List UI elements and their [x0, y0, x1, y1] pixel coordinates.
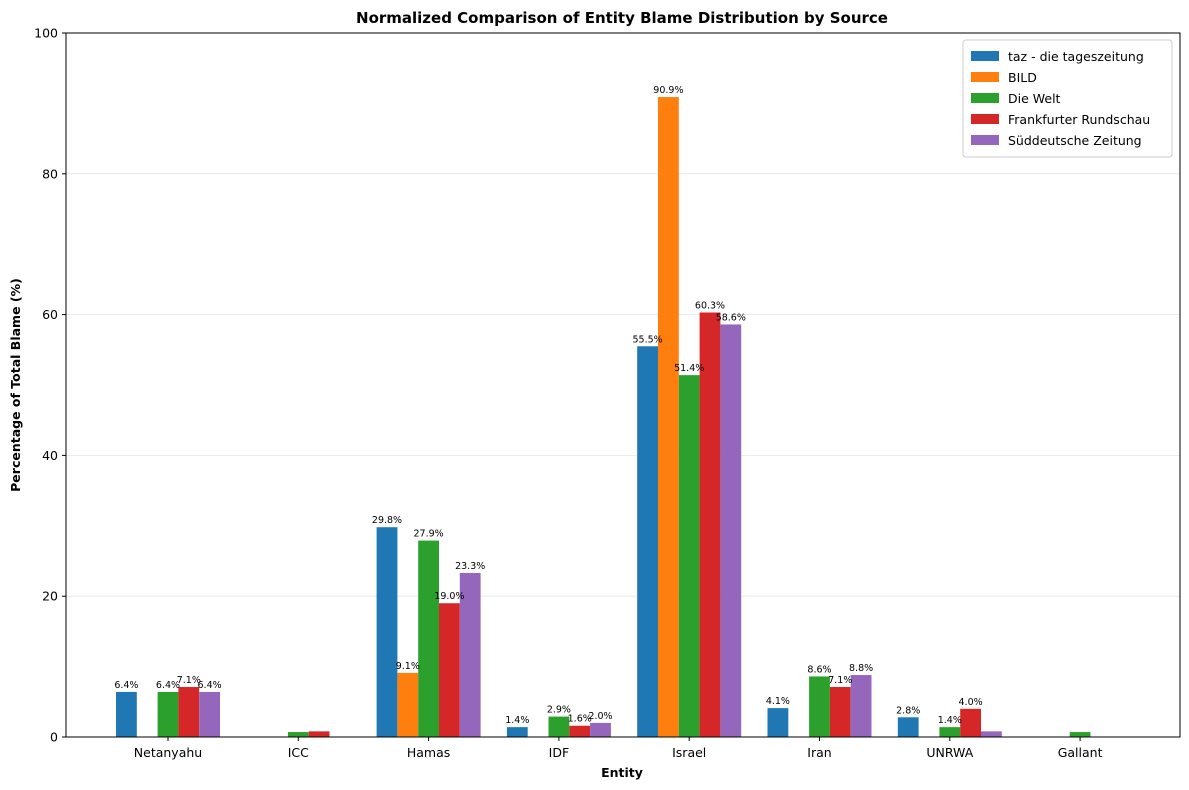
bar-frankfurter-rundschau-idf: [569, 725, 591, 737]
bar-taz-die-tageszeitung-idf: [506, 727, 528, 737]
legend-swatch-suddeutsche-zeitung: [971, 135, 999, 145]
bar-suddeutsche-zeitung-unrwa: [981, 731, 1002, 737]
bar-bild-hamas: [397, 672, 419, 737]
bar-suddeutsche-zeitung-idf: [590, 722, 611, 737]
bar-label-taz-die-tageszeitung-iran: 4.1%: [766, 696, 790, 707]
x-tick-label-icc: ICC: [288, 745, 309, 760]
bar-die-welt-iran: [809, 676, 830, 737]
legend-swatch-bild: [971, 72, 999, 82]
bar-label-suddeutsche-zeitung-israel: 58.6%: [716, 312, 746, 323]
bar-suddeutsche-zeitung-israel: [720, 324, 742, 737]
bar-die-welt-idf: [548, 716, 570, 737]
y-tick-label: 60: [42, 307, 58, 322]
bar-die-welt-netanyahu: [157, 691, 179, 737]
bar-die-welt-hamas: [418, 540, 439, 737]
bar-label-suddeutsche-zeitung-hamas: 23.3%: [455, 561, 485, 572]
bar-label-suddeutsche-zeitung-iran: 8.8%: [849, 663, 873, 674]
legend-label-bild: BILD: [1008, 70, 1037, 85]
bar-frankfurter-rundschau-netanyahu: [178, 687, 200, 737]
bar-label-bild-hamas: 9.1%: [396, 661, 420, 672]
bar-frankfurter-rundschau-iran: [829, 687, 851, 737]
bar-label-die-welt-israel: 51.4%: [674, 363, 704, 374]
bar-die-welt-unrwa: [939, 727, 961, 737]
bar-label-frankfurter-rundschau-israel: 60.3%: [695, 300, 725, 311]
y-tick-label: 40: [42, 448, 58, 463]
bar-taz-die-tageszeitung-unrwa: [897, 717, 919, 737]
bar-label-frankfurter-rundschau-hamas: 19.0%: [434, 591, 464, 602]
bar-bild-israel: [658, 97, 679, 737]
bar-suddeutsche-zeitung-netanyahu: [199, 691, 220, 737]
bar-label-die-welt-netanyahu: 6.4%: [156, 680, 180, 691]
x-tick-label-idf: IDF: [549, 745, 570, 760]
bar-label-taz-die-tageszeitung-idf: 1.4%: [505, 715, 529, 726]
bar-label-die-welt-hamas: 27.9%: [414, 529, 444, 540]
bar-die-welt-gallant: [1069, 732, 1091, 737]
bar-label-frankfurter-rundschau-unrwa: 4.0%: [959, 697, 983, 708]
x-tick-label-israel: Israel: [672, 745, 706, 760]
legend-label-taz-die-tageszeitung: taz - die tageszeitung: [1008, 49, 1144, 64]
legend-swatch-frankfurter-rundschau: [971, 114, 999, 124]
x-tick-label-hamas: Hamas: [407, 745, 450, 760]
legend-swatch-taz-die-tageszeitung: [971, 51, 999, 61]
bar-frankfurter-rundschau-israel: [699, 312, 721, 737]
bar-die-welt-israel: [678, 375, 700, 737]
bar-frankfurter-rundschau-unrwa: [960, 708, 981, 737]
x-tick-label-gallant: Gallant: [1058, 745, 1103, 760]
x-tick-label-unrwa: UNRWA: [926, 745, 973, 760]
bar-taz-die-tageszeitung-hamas: [376, 527, 398, 737]
bar-die-welt-icc: [287, 732, 309, 737]
plot-frame: [65, 32, 1181, 738]
bar-frankfurter-rundschau-hamas: [439, 603, 460, 737]
x-tick-label-iran: Iran: [807, 745, 831, 760]
bar-label-frankfurter-rundschau-idf: 1.6%: [568, 714, 592, 725]
legend-label-frankfurter-rundschau: Frankfurter Rundschau: [1008, 112, 1150, 127]
chart-title: Normalized Comparison of Entity Blame Di…: [356, 9, 888, 27]
bar-label-frankfurter-rundschau-iran: 7.1%: [828, 675, 852, 686]
bars: [116, 97, 1091, 737]
bar-taz-die-tageszeitung-netanyahu: [116, 691, 137, 737]
bar-value-labels: 6.4% 29.8% 1.4% 55.5% 4.1% 2.8% 9.1% 90.9% 6.4% 2…: [114, 85, 982, 726]
bar-label-taz-die-tageszeitung-israel: 55.5%: [633, 334, 663, 345]
legend-label-die-welt: Die Welt: [1008, 91, 1061, 106]
x-tick-label-netanyahu: Netanyahu: [134, 745, 202, 760]
bar-label-die-welt-unrwa: 1.4%: [938, 715, 962, 726]
bar-label-die-welt-idf: 2.9%: [547, 705, 571, 716]
bar-frankfurter-rundschau-icc: [308, 731, 330, 737]
bar-label-frankfurter-rundschau-netanyahu: 7.1%: [177, 675, 201, 686]
bar-label-taz-die-tageszeitung-unrwa: 2.8%: [896, 705, 920, 716]
legend-box: [962, 39, 1173, 158]
y-tick-label: 20: [42, 589, 58, 604]
bar-taz-die-tageszeitung-iran: [767, 708, 789, 737]
bar-label-taz-die-tageszeitung-hamas: 29.8%: [372, 515, 402, 526]
legend: taz - die tageszeitung BILD Die Welt Frankf…: [962, 39, 1173, 158]
x-axis-label: Entity: [601, 765, 643, 780]
grid-lines: [66, 173, 1180, 597]
axes: 0 20 40 60 80 100 Netanyahu ICC Hamas IDF Israel Ir…: [34, 26, 1181, 760]
legend-label-suddeutsche-zeitung: Süddeutsche Zeitung: [1008, 133, 1142, 148]
legend-swatch-die-welt: [971, 93, 999, 103]
bar-label-taz-die-tageszeitung-netanyahu: 6.4%: [114, 680, 138, 691]
bar-label-suddeutsche-zeitung-netanyahu: 6.4%: [198, 680, 222, 691]
bar-label-bild-israel: 90.9%: [653, 85, 683, 96]
bar-label-suddeutsche-zeitung-idf: 2.0%: [588, 711, 612, 722]
y-tick-label: 100: [34, 26, 58, 41]
bar-label-die-welt-iran: 8.6%: [807, 664, 831, 675]
bar-suddeutsche-zeitung-hamas: [459, 572, 481, 737]
y-axis-label: Percentage of Total Blame (%): [8, 278, 23, 492]
bar-suddeutsche-zeitung-iran: [850, 675, 872, 737]
bar-taz-die-tageszeitung-israel: [637, 346, 658, 737]
y-tick-label: 80: [42, 166, 58, 181]
y-tick-label: 0: [50, 730, 58, 745]
